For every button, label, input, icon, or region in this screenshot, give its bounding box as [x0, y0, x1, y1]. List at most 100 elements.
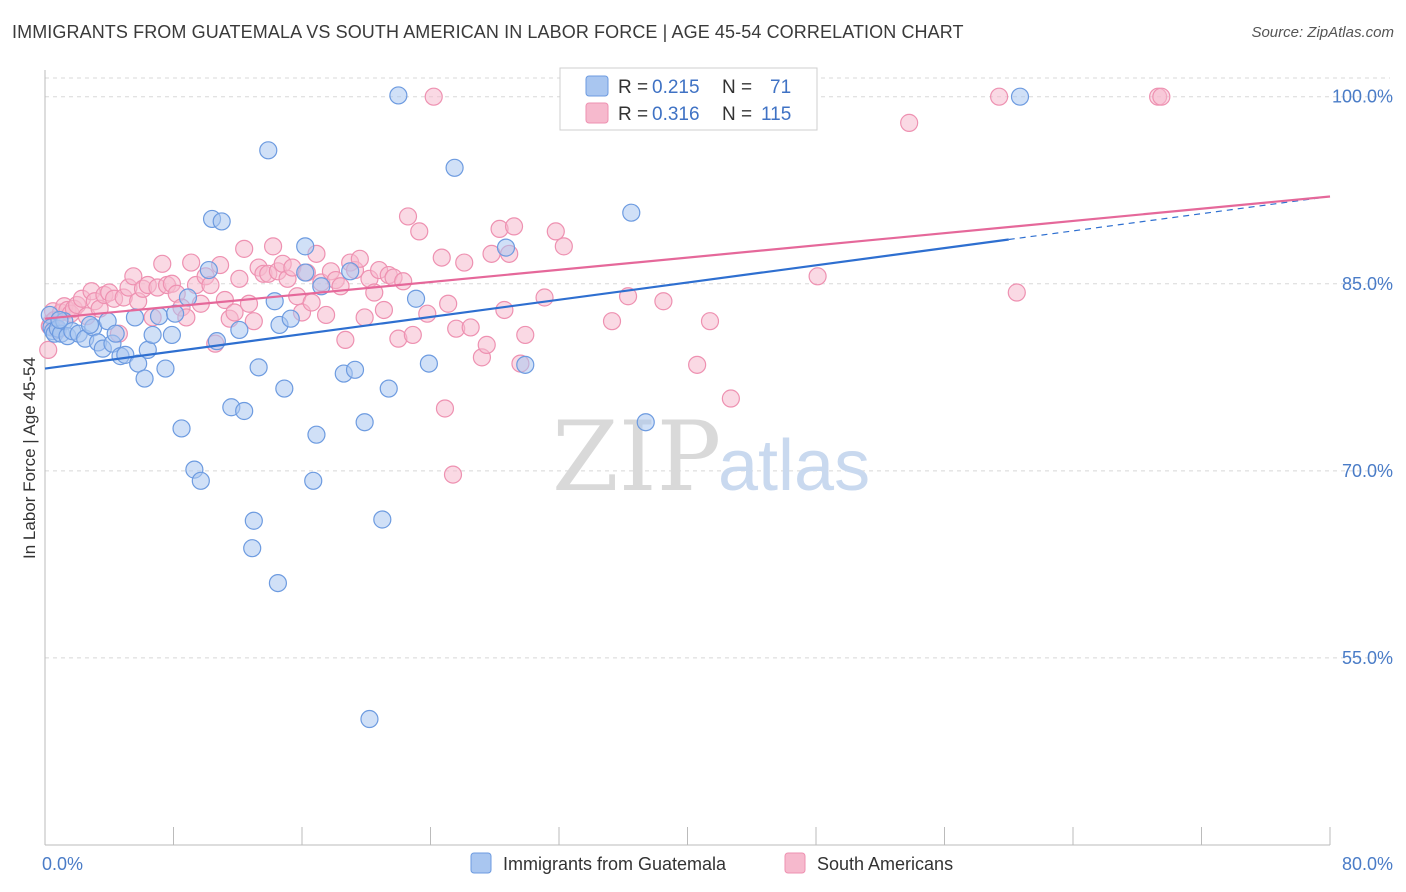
- point-guatemala: [1010, 87, 1030, 106]
- point-guatemala: [191, 471, 210, 490]
- point-guatemala: [296, 237, 315, 256]
- point-south-americans: [808, 267, 827, 286]
- point-guatemala: [199, 260, 218, 280]
- point-guatemala: [406, 289, 426, 308]
- point-south-americans: [654, 292, 673, 311]
- point-south-americans: [504, 217, 524, 236]
- point-south-americans: [153, 254, 172, 273]
- point-guatemala: [106, 324, 125, 343]
- legend-swatch-blue: [585, 75, 609, 97]
- point-south-americans: [418, 304, 437, 323]
- watermark-zip: ZIP: [552, 401, 721, 513]
- bottom-legend-swatch-blue: [470, 852, 492, 874]
- point-guatemala: [389, 86, 408, 105]
- point-south-americans: [201, 275, 220, 295]
- legend-n-value-2: 115: [761, 104, 791, 125]
- point-south-americans: [700, 312, 720, 331]
- point-guatemala: [379, 379, 398, 398]
- point-south-americans: [398, 207, 418, 226]
- point-south-americans: [230, 269, 249, 288]
- point-south-americans: [124, 267, 143, 286]
- point-guatemala: [149, 307, 169, 326]
- point-guatemala: [296, 263, 315, 282]
- legend-r-label-1: R =: [618, 77, 648, 98]
- trend-lines: [44, 195, 1331, 370]
- y-tick-labels: 55.0% 70.0% 85.0% 100.0%: [1332, 87, 1393, 668]
- x-tick-labels: 0.0% 80.0%: [42, 854, 1393, 874]
- point-guatemala: [135, 369, 154, 388]
- point-guatemala: [244, 511, 263, 530]
- point-guatemala: [80, 315, 100, 335]
- point-south-americans: [374, 300, 394, 320]
- point-guatemala: [166, 304, 185, 323]
- legend-n-value-1: 71: [770, 77, 791, 98]
- point-south-americans: [263, 237, 283, 256]
- trend-line-south-americans: [44, 195, 1331, 320]
- point-south-americans: [235, 239, 254, 258]
- legend-swatch-pink: [585, 102, 609, 124]
- point-guatemala: [50, 310, 69, 330]
- point-south-americans: [1007, 283, 1026, 302]
- x-tick-label: 80.0%: [1342, 854, 1393, 874]
- bottom-legend-label-blue: Immigrants from Guatemala: [503, 854, 727, 874]
- point-south-americans: [182, 253, 201, 272]
- legend-n-label-1: N =: [722, 77, 752, 98]
- x-tick-label: 0.0%: [42, 854, 83, 874]
- bottom-legend: Immigrants from Guatemala South American…: [470, 852, 953, 874]
- point-south-americans: [39, 340, 58, 359]
- point-guatemala: [156, 359, 175, 378]
- point-guatemala: [345, 360, 365, 379]
- bottom-legend-label-pink: South Americans: [817, 854, 953, 874]
- legend-r-value-2: 0.316: [652, 104, 700, 125]
- point-guatemala: [307, 425, 326, 444]
- watermark-atlas: atlas: [718, 426, 870, 506]
- point-south-americans: [435, 399, 455, 418]
- trend-line-guatemala-extension: [1008, 195, 1331, 241]
- grid-lines: [45, 77, 1390, 659]
- point-south-americans: [495, 300, 514, 320]
- point-south-americans: [461, 318, 480, 337]
- point-south-americans: [350, 249, 369, 268]
- point-south-americans: [244, 312, 263, 331]
- point-guatemala: [516, 355, 535, 374]
- point-south-americans: [394, 272, 413, 291]
- trend-line-guatemala: [44, 238, 1009, 370]
- y-tick-label: 100.0%: [1332, 87, 1393, 107]
- point-south-americans: [355, 308, 374, 327]
- point-guatemala: [622, 203, 641, 222]
- point-south-americans: [990, 87, 1009, 106]
- point-south-americans: [424, 87, 443, 106]
- point-guatemala: [419, 354, 438, 373]
- point-guatemala: [230, 320, 249, 340]
- point-south-americans: [225, 303, 244, 322]
- point-guatemala: [360, 709, 379, 729]
- point-south-americans: [516, 325, 535, 345]
- point-south-americans: [403, 325, 422, 345]
- point-south-americans: [443, 465, 463, 484]
- point-south-americans: [336, 330, 355, 350]
- point-guatemala: [636, 413, 655, 432]
- y-tick-label: 85.0%: [1342, 274, 1393, 294]
- point-guatemala: [445, 158, 464, 177]
- y-tick-label: 70.0%: [1342, 461, 1393, 481]
- point-south-americans: [688, 355, 707, 374]
- point-south-americans: [554, 237, 573, 256]
- point-guatemala: [268, 573, 288, 593]
- point-south-americans: [432, 248, 451, 267]
- point-south-americans: [546, 222, 565, 241]
- point-guatemala: [341, 262, 360, 281]
- axes: [44, 70, 1331, 846]
- point-guatemala: [249, 358, 268, 377]
- legend-r-value-1: 0.215: [652, 77, 700, 98]
- point-south-americans: [477, 335, 496, 354]
- point-south-americans: [455, 253, 474, 272]
- point-south-americans: [439, 294, 458, 313]
- point-guatemala: [259, 141, 278, 160]
- point-guatemala: [275, 379, 294, 398]
- point-south-americans: [302, 293, 321, 312]
- series-guatemala: [40, 86, 1030, 729]
- point-south-americans: [410, 222, 429, 241]
- point-guatemala: [172, 419, 191, 438]
- legend-r-label-2: R =: [618, 104, 648, 125]
